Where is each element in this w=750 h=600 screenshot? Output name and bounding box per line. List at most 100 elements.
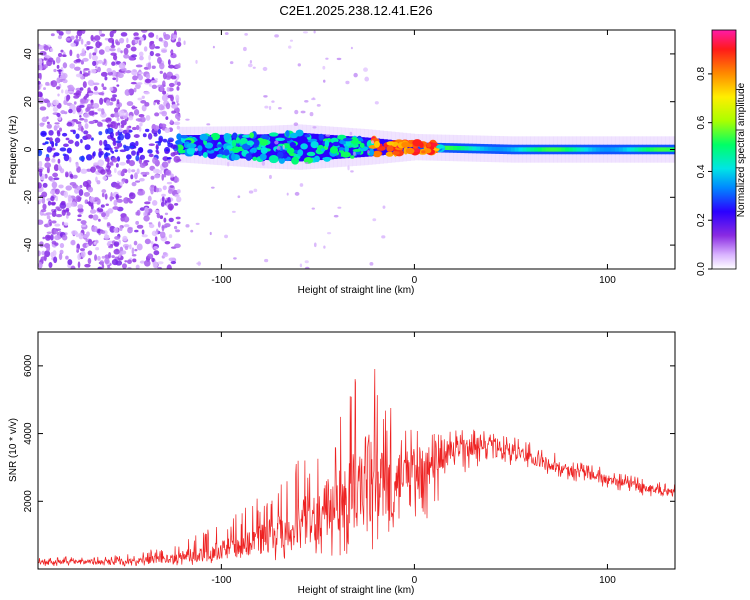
heatmap-x-tick-label: 100 [599, 275, 616, 286]
heatmap-noise-point [46, 59, 53, 67]
heatmap-noise-point [104, 76, 108, 81]
heatmap-noise-point [98, 92, 105, 96]
heatmap-noise-point [126, 154, 132, 160]
heatmap-noise-point [99, 97, 104, 105]
heatmap-core-cell [541, 147, 547, 152]
heatmap-noise-point [224, 32, 229, 36]
heatmap-noise-point [382, 205, 386, 209]
heatmap-noise-point [55, 228, 61, 232]
heatmap-noise-point [53, 68, 57, 73]
heatmap-noise-point [104, 258, 110, 265]
heatmap-blob [186, 147, 195, 155]
heatmap-noise-point [312, 126, 317, 129]
heatmap-blob [231, 139, 237, 147]
heatmap-noise-point [149, 223, 155, 229]
heatmap-noise-point [139, 260, 145, 264]
heatmap-noise-point [142, 133, 147, 138]
heatmap-noise-point [116, 84, 120, 87]
heatmap-noise-point [120, 50, 123, 54]
heatmap-core-cell [564, 147, 570, 152]
heatmap-noise-point [130, 174, 134, 180]
heatmap-noise-point [114, 149, 119, 153]
heatmap-noise-point [80, 224, 87, 228]
colorbar-tick-label: 0.6 [696, 115, 707, 129]
heatmap-core-cell [634, 147, 639, 152]
heatmap-noise-point [154, 236, 158, 242]
heatmap-noise-point [147, 208, 153, 214]
heatmap-noise-point [144, 101, 150, 107]
colorbar-tick-label: 0.8 [696, 67, 707, 81]
snr-frame [37, 331, 676, 570]
heatmap-noise-point [60, 49, 64, 53]
heatmap-blob [176, 133, 182, 140]
heatmap-noise-point [144, 201, 151, 205]
heatmap-noise-point [90, 204, 94, 210]
heatmap-noise-point [100, 204, 105, 208]
heatmap-noise-point [231, 210, 236, 213]
heatmap-noise-point [113, 227, 119, 234]
heatmap-noise-point [293, 122, 299, 127]
heatmap-noise-point [159, 123, 167, 128]
heatmap-noise-point [143, 46, 148, 52]
heatmap-noise-point [95, 165, 101, 169]
heatmap-noise-point [74, 38, 81, 42]
heatmap-noise-point [87, 239, 93, 246]
heatmap-noise-point [70, 201, 78, 207]
snr-y-tick-label: 4000 [23, 422, 34, 445]
heatmap-noise-point [163, 33, 171, 40]
heatmap-noise-point [114, 235, 121, 240]
heatmap-noise-point [229, 61, 234, 65]
heatmap-noise-point [157, 141, 161, 146]
heatmap-panel: -100 0 100 -40 -20 0 20 40 Height of straight … [8, 29, 676, 296]
heatmap-blob [424, 148, 432, 154]
heatmap-noise-point [79, 115, 82, 118]
heatmap-noise-point [97, 66, 101, 73]
heatmap-noise-point [44, 234, 51, 241]
heatmap-noise-point [159, 62, 165, 70]
heatmap-noise-point [82, 243, 88, 249]
heatmap-blob [350, 155, 355, 159]
heatmap-noise-point [129, 244, 132, 250]
heatmap-noise-point [83, 95, 88, 100]
heatmap-blob [291, 156, 300, 165]
heatmap-noise-point [128, 192, 136, 200]
heatmap-blob [373, 140, 381, 148]
heatmap-noise-point [289, 39, 294, 42]
heatmap-noise-point [120, 124, 125, 129]
heatmap-noise-point [139, 116, 146, 123]
heatmap-noise-point [350, 46, 353, 50]
heatmap-noise-point [113, 107, 119, 113]
heatmap-noise-point [97, 159, 105, 167]
heatmap-noise-point [91, 55, 99, 61]
heatmap-noise-point [174, 229, 181, 233]
heatmap-noise-point [113, 248, 120, 255]
heatmap-noise-point [116, 47, 121, 53]
heatmap-noise-point [131, 150, 136, 156]
heatmap-noise-point [176, 41, 182, 48]
heatmap-noise-point [244, 33, 248, 36]
heatmap-noise-point [128, 145, 134, 149]
heatmap-core-cell [476, 146, 481, 151]
heatmap-noise-point [120, 32, 128, 37]
heatmap-blob [386, 141, 395, 146]
heatmap-noise-point [99, 230, 106, 235]
colorbar-label: Normalized spectral amplitude [736, 82, 747, 217]
heatmap-core-cell [626, 147, 632, 152]
heatmap-noise-point [333, 214, 339, 218]
heatmap-noise-point [243, 46, 247, 52]
heatmap-blob [178, 149, 186, 154]
heatmap-noise-point [61, 89, 64, 94]
heatmap-noise-point [89, 196, 95, 203]
heatmap-noise-point [98, 131, 103, 136]
heatmap-blob [232, 132, 238, 139]
heatmap-band-cell [306, 133, 311, 161]
heatmap-noise-point [149, 50, 154, 57]
heatmap-blob [342, 137, 353, 142]
heatmap-noise-point [178, 62, 181, 68]
heatmap-noise-point [54, 234, 61, 241]
heatmap-noise-point [170, 173, 174, 178]
heatmap-noise-point [137, 97, 143, 101]
heatmap-core-cell [595, 147, 601, 152]
heatmap-noise-point [77, 207, 84, 213]
heatmap-noise-point [39, 122, 45, 127]
